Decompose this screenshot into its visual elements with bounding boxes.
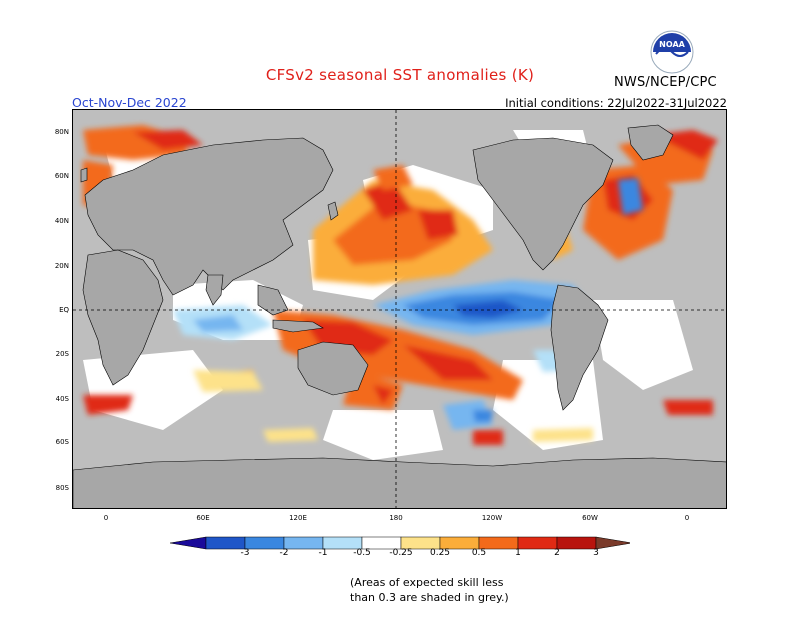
colorbar <box>169 535 633 554</box>
lat-label: EQ <box>59 306 69 314</box>
lat-label: 60N <box>54 172 69 180</box>
agency-label: NWS/NCEP/CPC <box>614 75 717 90</box>
lat-label: 40N <box>54 217 69 225</box>
colorbar-segment <box>205 536 246 550</box>
skill-note: (Areas of expected skill less than 0.3 a… <box>350 575 509 605</box>
cool-anomalies <box>148 178 643 430</box>
lon-label: 60W <box>582 514 598 522</box>
sst-anomaly-map <box>72 109 727 509</box>
colorbar-segment <box>283 536 324 550</box>
lon-label: 0 <box>684 514 690 522</box>
season-label: Oct-Nov-Dec 2022 <box>72 95 187 110</box>
colorbar-tick-label: 3 <box>593 548 599 558</box>
colorbar-tick-label: -3 <box>240 548 250 558</box>
colorbar-segment <box>517 536 558 550</box>
lon-label: 180 <box>389 514 403 522</box>
initial-conditions-label: Initial conditions: 22Jul2022-31Jul2022 <box>505 96 727 110</box>
colorbar-tick-label: -0.5 <box>353 548 371 558</box>
colorbar-tick-label: -0.25 <box>389 548 413 558</box>
skill-note-line-2: than 0.3 are shaded in grey.) <box>350 591 509 604</box>
colorbar-segment <box>244 536 285 550</box>
colorbar-tick-label: 1 <box>515 548 521 558</box>
colorbar-tick-label: 2 <box>554 548 560 558</box>
lat-label: 40S <box>55 395 69 403</box>
colorbar-arrow-low <box>169 536 207 550</box>
lon-label: 120W <box>481 514 503 522</box>
noaa-logo: NOAA <box>650 30 694 74</box>
lat-label: 20N <box>54 262 69 270</box>
continents <box>73 124 726 508</box>
colorbar-tick-label: 0.5 <box>471 548 487 558</box>
colorbar-arrow-high <box>595 536 633 550</box>
colorbar-tick-label: 0.25 <box>429 548 451 558</box>
lon-label: 60E <box>196 514 210 522</box>
colorbar-segment <box>556 536 597 550</box>
skill-note-line-1: (Areas of expected skill less <box>350 576 504 589</box>
logo-text: NOAA <box>659 40 685 49</box>
map-title: CFSv2 seasonal SST anomalies (K) <box>265 66 535 84</box>
lat-label: 80S <box>55 484 69 492</box>
colorbar-tick-label: -2 <box>279 548 289 558</box>
lat-label: 80N <box>54 128 69 136</box>
lat-label: 20S <box>55 350 69 358</box>
lon-label: 120E <box>289 514 307 522</box>
colorbar-tick-label: -1 <box>318 548 328 558</box>
lon-label: 0 <box>103 514 109 522</box>
lat-label: 60S <box>55 438 69 446</box>
